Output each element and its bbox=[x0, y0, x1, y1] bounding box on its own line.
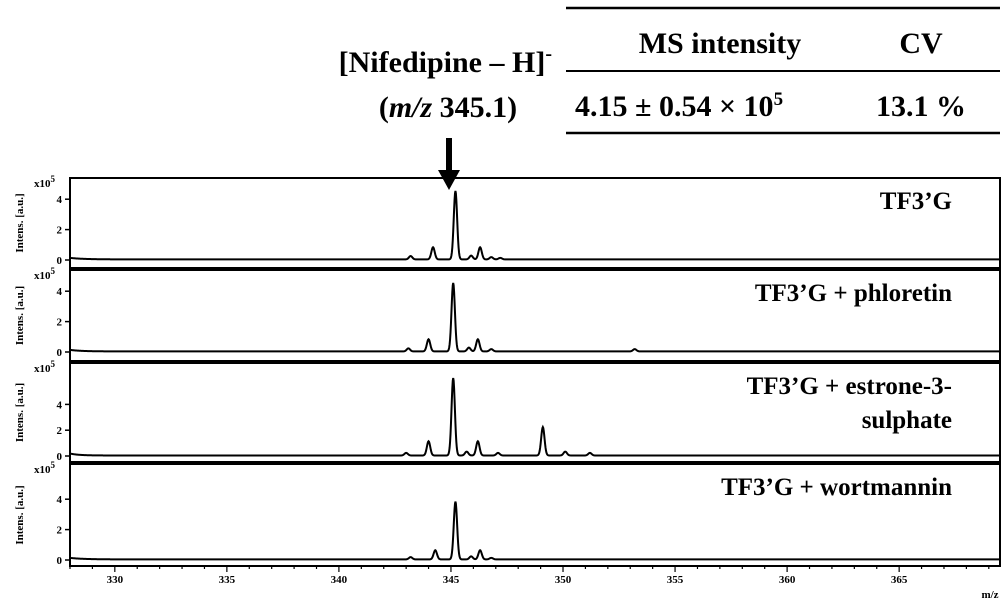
arrow-head bbox=[438, 170, 460, 190]
x-tick-label: 330 bbox=[107, 574, 124, 586]
y-axis-label: Intens. [a.u.] bbox=[14, 383, 26, 442]
y-tick-label: 4 bbox=[57, 494, 63, 506]
x-axis-label: m/z bbox=[981, 589, 998, 601]
panel-label-2: TF3’G + phloretin bbox=[755, 280, 952, 307]
x-tick-label: 350 bbox=[555, 574, 572, 586]
y-tick-label: 2 bbox=[57, 317, 63, 329]
y-tick-label: 0 bbox=[57, 451, 63, 463]
y-unit-label: x105 bbox=[34, 174, 56, 190]
panel-frame-3 bbox=[69, 362, 1001, 463]
y-tick-label: 4 bbox=[57, 286, 63, 298]
panel-frame-2 bbox=[69, 269, 1001, 362]
spectrum-trace-2 bbox=[69, 282, 1000, 353]
panel-label-3: sulphate bbox=[862, 407, 952, 434]
y-unit-label: x105 bbox=[34, 359, 56, 375]
panel-label-3: TF3’G + estrone-3- bbox=[747, 373, 952, 400]
y-axis-label: Intens. [a.u.] bbox=[14, 193, 26, 252]
y-axis-label: Intens. [a.u.] bbox=[14, 485, 26, 544]
x-tick-label: 365 bbox=[891, 574, 908, 586]
spectrum-trace-3 bbox=[69, 377, 1000, 457]
y-unit-label: x105 bbox=[34, 460, 56, 476]
x-tick-label: 355 bbox=[667, 574, 684, 586]
panel-label-1: TF3’G bbox=[880, 188, 952, 215]
mz-label: (m/z 345.1) bbox=[379, 91, 517, 124]
x-tick-label: 340 bbox=[331, 574, 348, 586]
table-value-intensity: 4.15 ± 0.54 × 105 bbox=[575, 89, 783, 123]
y-tick-label: 0 bbox=[57, 555, 63, 567]
y-unit-label: x105 bbox=[34, 266, 56, 282]
panel-label-4: TF3’G + wortmannin bbox=[721, 474, 952, 501]
summary-table: MS intensity CV 4.15 ± 0.54 × 105 13.1 % bbox=[566, 6, 1000, 135]
spectrum-trace-1 bbox=[69, 190, 1000, 261]
x-tick-label: 360 bbox=[779, 574, 796, 586]
x-tick-label: 335 bbox=[219, 574, 236, 586]
table-value-cv: 13.1 % bbox=[876, 90, 966, 123]
spectrum-trace-4 bbox=[69, 501, 1000, 561]
panel-frame-1 bbox=[69, 177, 1001, 269]
y-tick-label: 4 bbox=[57, 194, 63, 206]
panel-frame-4 bbox=[69, 463, 1001, 567]
y-tick-label: 2 bbox=[57, 225, 63, 237]
y-axis-label: Intens. [a.u.] bbox=[14, 286, 26, 345]
ion-annotation: [Nifedipine – H]- (m/z 345.1) bbox=[339, 43, 552, 190]
table-header-cv: CV bbox=[899, 27, 943, 60]
y-tick-label: 0 bbox=[57, 255, 63, 267]
y-tick-label: 2 bbox=[57, 525, 63, 537]
table-header-intensity: MS intensity bbox=[639, 27, 802, 60]
y-tick-label: 2 bbox=[57, 425, 63, 437]
x-tick-label: 345 bbox=[443, 574, 460, 586]
y-tick-label: 4 bbox=[57, 399, 63, 411]
y-tick-label: 0 bbox=[57, 347, 63, 359]
ion-label: [Nifedipine – H]- bbox=[339, 43, 552, 79]
